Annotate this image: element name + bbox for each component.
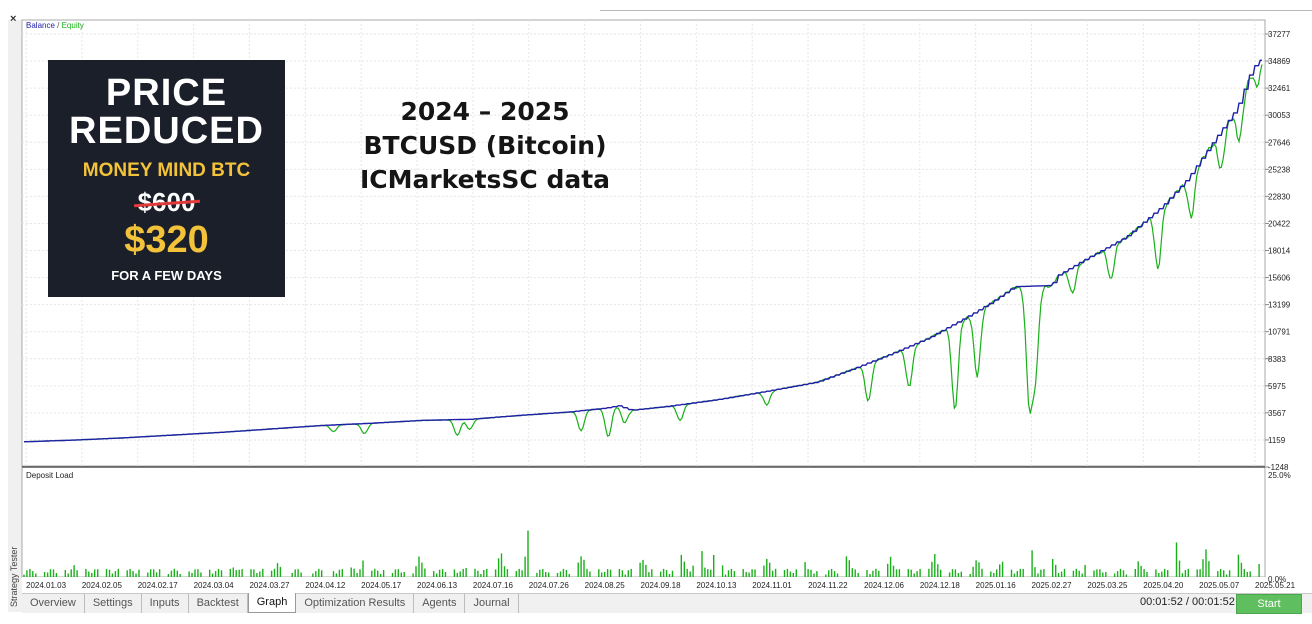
x-tick-label: 2024.02.05 — [82, 581, 123, 590]
tab-inputs[interactable]: Inputs — [142, 594, 189, 613]
x-tick-label: 2024.03.27 — [249, 581, 290, 590]
legend-separator: / — [55, 21, 62, 30]
tab-backtest[interactable]: Backtest — [189, 594, 248, 613]
price-reduced-banner: PRICE REDUCED MONEY MIND BTC $600 $320 F… — [48, 60, 285, 297]
x-tick-label: 2025.04.20 — [1143, 581, 1184, 590]
load-y-tick-label: 0.0% — [1268, 575, 1286, 584]
x-tick-label: 2024.07.26 — [529, 581, 570, 590]
legend-balance: Balance — [26, 21, 55, 30]
headline-years: 2024 – 2025 — [400, 97, 570, 126]
y-tick-label: 37277 — [1268, 30, 1291, 39]
y-tick-label: 10791 — [1268, 328, 1291, 337]
tester-tab-bar: Overview Settings Inputs Backtest Graph Optim… — [22, 593, 1312, 613]
start-button[interactable]: Start — [1236, 594, 1302, 614]
y-tick-label: 15606 — [1268, 274, 1291, 283]
legend-equity: Equity — [62, 21, 84, 30]
x-tick-label: 2025.02.27 — [1032, 581, 1073, 590]
y-tick-label: 1159 — [1268, 436, 1286, 445]
y-tick-label: 18014 — [1268, 247, 1291, 256]
headline-symbol: BTCUSD (Bitcoin) — [363, 131, 607, 160]
x-tick-label: 2025.03.25 — [1087, 581, 1128, 590]
y-tick-label: 32461 — [1268, 84, 1291, 93]
y-tick-label: 30053 — [1268, 111, 1291, 120]
y-tick-label: 22830 — [1268, 192, 1291, 201]
headline-data-source: ICMarketsSC data — [359, 165, 611, 194]
tab-journal[interactable]: Journal — [465, 594, 519, 613]
banner-line-reduced: REDUCED — [69, 110, 264, 152]
x-tick-label: 2024.11.01 — [752, 581, 792, 590]
x-tick-label: 2024.10.13 — [696, 581, 737, 590]
tab-agents[interactable]: Agents — [414, 594, 466, 613]
x-tick-label: 2024.09.18 — [641, 581, 682, 590]
window-top-border — [600, 10, 1312, 11]
close-icon[interactable]: × — [10, 13, 17, 25]
banner-old-price: $600 — [48, 188, 285, 216]
tab-graph[interactable]: Graph — [247, 593, 297, 613]
tab-optimization-results[interactable]: Optimization Results — [296, 594, 415, 613]
deposit-load-y-axis-labels: 25.0% 0.0% — [1268, 471, 1291, 584]
y-tick-label: 13199 — [1268, 301, 1291, 310]
x-tick-label: 2024.04.12 — [305, 581, 346, 590]
deposit-load-title: Deposit Load — [26, 471, 73, 480]
old-price-value: $600 — [137, 187, 196, 217]
tab-settings[interactable]: Settings — [85, 594, 142, 613]
x-tick-label: 2024.03.04 — [194, 581, 235, 590]
balance-equity-legend: Balance / Equity — [26, 21, 84, 30]
x-tick-label: 2024.02.17 — [138, 581, 179, 590]
banner-note: FOR A FEW DAYS — [111, 268, 222, 283]
y-tick-label: 5975 — [1268, 382, 1286, 391]
x-tick-label: 2025.01.16 — [976, 581, 1017, 590]
y-tick-label: 8383 — [1268, 355, 1286, 364]
x-tick-label: 2025.05.07 — [1199, 581, 1240, 590]
load-y-tick-label: 25.0% — [1268, 471, 1291, 480]
x-tick-label: 2024.06.13 — [417, 581, 458, 590]
balance-y-axis-labels: 37277 34869 32461 30053 27646 25238 22830 20422… — [1265, 30, 1291, 472]
date-axis-labels: 2024.01.03 2024.02.05 2024.02.17 2024.03.04… — [26, 581, 1296, 590]
x-tick-label: 2024.05.17 — [361, 581, 402, 590]
strategy-tester-sidebar[interactable] — [8, 20, 22, 612]
y-tick-label: 25238 — [1268, 165, 1291, 174]
x-tick-label: 2024.12.18 — [920, 581, 961, 590]
overlay-headline: 2024 – 2025 BTCUSD (Bitcoin) ICMarketsSC… — [330, 95, 640, 197]
x-tick-label: 2024.01.03 — [26, 581, 67, 590]
banner-line-price: PRICE — [105, 72, 228, 114]
deposit-load-frame — [21, 466, 1266, 578]
x-tick-label: 2024.12.06 — [864, 581, 905, 590]
x-tick-label: 2024.08.25 — [585, 581, 626, 590]
y-tick-label: 20422 — [1268, 219, 1291, 228]
y-tick-label: -1248 — [1268, 463, 1289, 472]
x-tick-label: 2024.07.16 — [473, 581, 514, 590]
balance-series-line — [24, 59, 1262, 443]
y-tick-label: 3567 — [1268, 409, 1286, 418]
x-axis-strip — [22, 577, 1265, 593]
banner-product-name: MONEY MIND BTC — [82, 160, 251, 181]
deposit-load-bars — [23, 530, 1260, 577]
y-tick-label: 27646 — [1268, 138, 1291, 147]
banner-new-price: $320 — [124, 219, 209, 261]
x-tick-label: 2024.11.22 — [808, 581, 848, 590]
x-tick-label: 2025.05.21 — [1255, 581, 1296, 590]
elapsed-timer: 00:01:52 / 00:01:52 — [1140, 596, 1235, 608]
tab-overview[interactable]: Overview — [22, 594, 85, 613]
y-tick-label: 34869 — [1268, 57, 1291, 66]
